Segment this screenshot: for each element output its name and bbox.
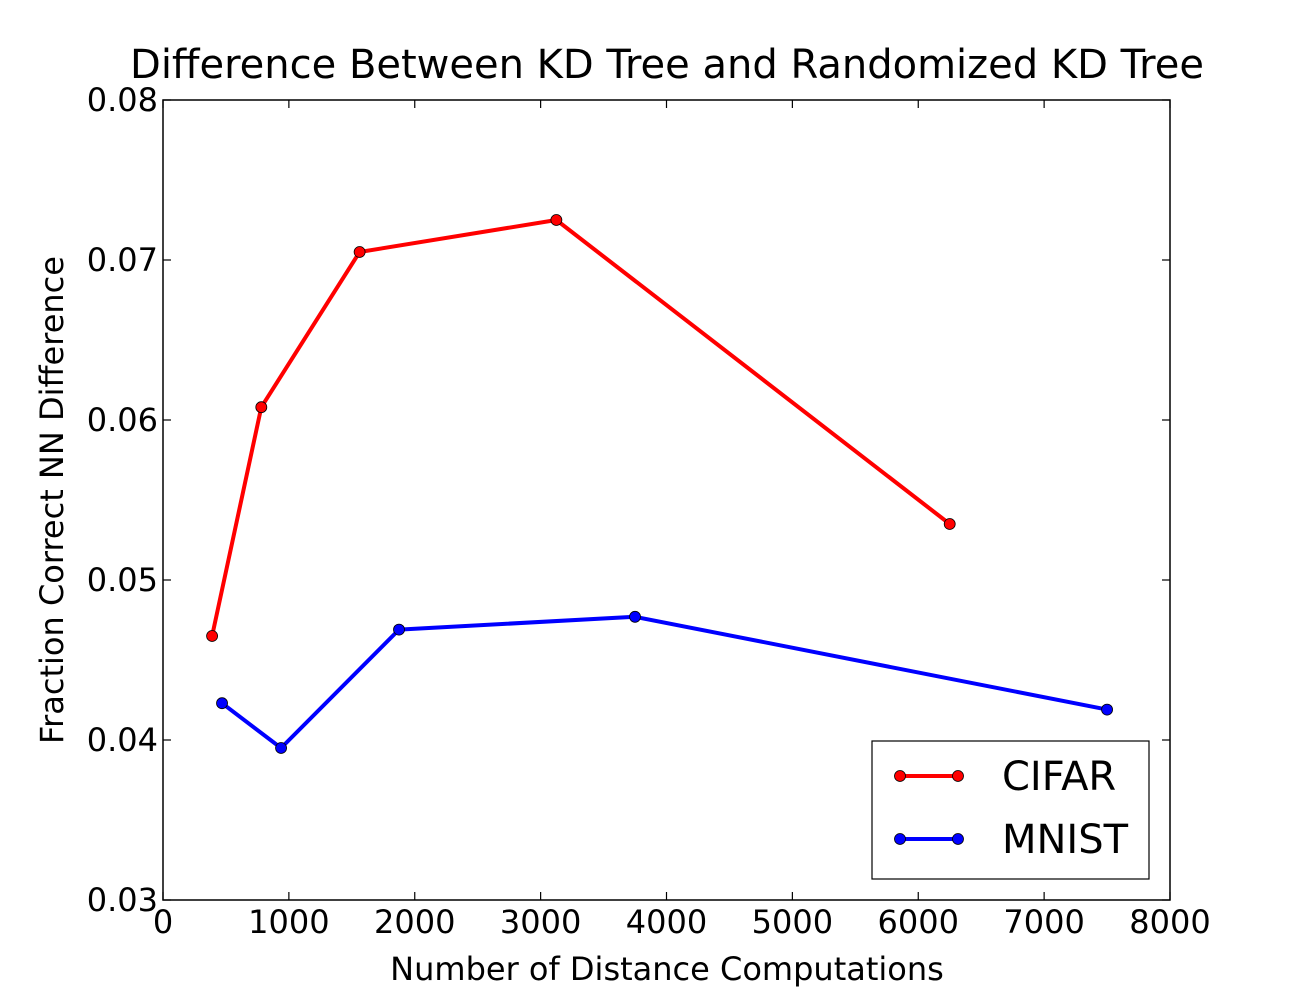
x-axis-label: Number of Distance Computations (390, 950, 944, 988)
data-point-mnist (275, 742, 287, 754)
x-tick-label: 0 (153, 903, 173, 941)
legend-marker-cifar (894, 770, 906, 782)
legend: CIFAR MNIST (871, 740, 1150, 880)
data-point-cifar (353, 246, 366, 258)
legend-box (871, 740, 1150, 880)
legend-label-mnist: MNIST (1002, 817, 1129, 863)
data-point-mnist (216, 697, 228, 710)
data-point-mnist (1101, 703, 1113, 716)
y-tick-label: 0.07 (87, 241, 158, 279)
y-tick-label: 0.06 (87, 401, 158, 439)
legend-marker-mnist (894, 833, 906, 845)
x-tick-label: 3000 (500, 903, 581, 941)
legend-marker-cifar (952, 770, 964, 782)
y-tick-label: 0.08 (87, 81, 158, 119)
plot-area (206, 214, 1113, 754)
y-tick-label: 0.04 (87, 721, 158, 759)
x-tick-label: 2000 (374, 903, 455, 941)
data-point-mnist (393, 623, 405, 636)
x-tick-label: 7000 (1003, 903, 1084, 941)
chart-title: Difference Between KD Tree and Randomize… (130, 42, 1204, 88)
legend-label-cifar: CIFAR (1002, 754, 1116, 800)
y-tick-label: 0.05 (87, 561, 158, 599)
y-axis-label: Fraction Correct NN Difference (33, 256, 71, 744)
data-point-cifar (943, 518, 956, 530)
data-point-cifar (255, 401, 268, 414)
x-tick-label: 5000 (752, 903, 833, 941)
x-axis: 0 1000 2000 3000 4000 5000 6000 7000 8000 (153, 100, 1211, 941)
y-axis: 0.03 0.04 0.05 0.06 0.07 0.08 (87, 81, 1170, 919)
x-tick-label: 8000 (1129, 903, 1210, 941)
x-tick-label: 1000 (248, 903, 329, 941)
data-point-mnist (629, 610, 641, 623)
data-point-cifar (550, 214, 563, 226)
data-point-cifar (206, 630, 218, 642)
x-tick-label: 4000 (626, 903, 707, 941)
legend-marker-mnist (952, 833, 964, 845)
y-tick-label: 0.03 (87, 881, 158, 919)
x-tick-label: 6000 (878, 903, 959, 941)
